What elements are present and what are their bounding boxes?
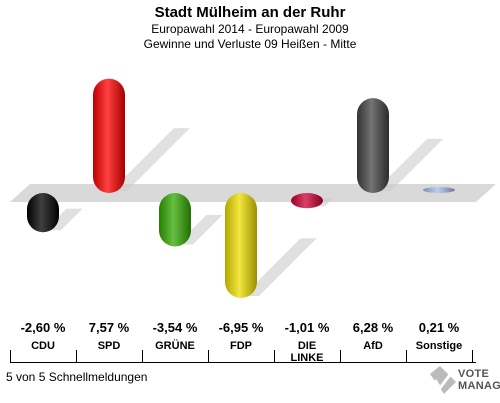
chart-subtitle-election: Europawahl 2014 - Europawahl 2009 xyxy=(151,22,349,36)
bar-fdp xyxy=(225,193,257,298)
votemanager-icon xyxy=(430,366,456,394)
x-axis-tick xyxy=(76,350,77,362)
x-axis-tick xyxy=(208,350,209,362)
reporting-status: 5 von 5 Schnellmeldungen xyxy=(6,370,148,384)
category-label-fdp: FDP xyxy=(230,340,252,352)
category-label-spd: SPD xyxy=(97,340,121,352)
logo-line-2: MANAGER xyxy=(458,380,500,392)
x-axis-line xyxy=(10,362,476,363)
logo-line-1: VOTE xyxy=(458,368,490,380)
chart-header: Stadt Mülheim an der Ruhr Europawahl 201… xyxy=(0,4,500,52)
bar-shadow-spd xyxy=(111,128,190,191)
x-axis-tick xyxy=(142,350,143,362)
value-label-spd: 7,57 % xyxy=(88,320,130,335)
bar-shadow-fdp xyxy=(243,238,317,296)
value-label-gr-ne: -3,54 % xyxy=(152,320,198,335)
bar-die-linke xyxy=(291,193,323,209)
bar-afd xyxy=(357,98,389,193)
bar-spd xyxy=(93,78,125,193)
chart-subtitle-district: Gewinne und Verluste 09 Heißen - Mitte xyxy=(143,37,357,51)
chart-title: Stadt Mülheim an der Ruhr xyxy=(154,4,346,21)
category-label-afd: AfD xyxy=(363,340,383,352)
value-label-afd: 6,28 % xyxy=(352,320,394,335)
x-axis-tick xyxy=(406,350,407,362)
votemanager-logo: VOTE MANAGER xyxy=(426,364,500,398)
x-axis-tick xyxy=(340,350,341,362)
bar-shadow-afd xyxy=(375,138,444,191)
bar-cdu xyxy=(27,193,59,233)
x-axis-tick xyxy=(472,350,473,362)
category-label-gr-ne: GRÜNE xyxy=(155,340,195,352)
category-label-die-linke: DIE LINKE xyxy=(290,340,324,364)
x-axis-tick xyxy=(10,350,11,362)
x-axis-tick xyxy=(274,350,275,362)
value-label-fdp: -6,95 % xyxy=(218,320,264,335)
bar-gr-ne xyxy=(159,193,191,247)
value-label-cdu: -2,60 % xyxy=(20,320,66,335)
bar-sonstige xyxy=(423,187,455,193)
value-label-die-linke: -1,01 % xyxy=(284,320,330,335)
category-label-sonstige: Sonstige xyxy=(415,340,463,352)
value-label-sonstige: 0,21 % xyxy=(418,320,460,335)
category-label-cdu: CDU xyxy=(31,340,55,352)
